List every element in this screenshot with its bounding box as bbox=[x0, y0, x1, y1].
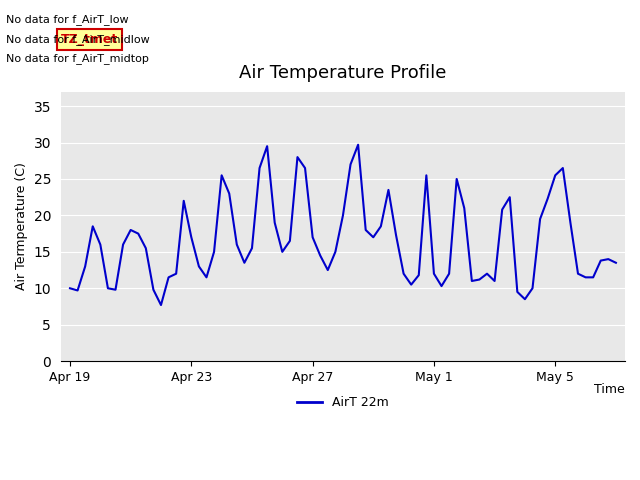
Text: No data for f_AirT_midtop: No data for f_AirT_midtop bbox=[6, 53, 149, 64]
Title: Air Temperature Profile: Air Temperature Profile bbox=[239, 64, 447, 82]
Text: No data for f_AirT_midlow: No data for f_AirT_midlow bbox=[6, 34, 150, 45]
X-axis label: Time: Time bbox=[595, 383, 625, 396]
Text: No data for f_AirT_low: No data for f_AirT_low bbox=[6, 14, 129, 25]
Text: TZ_tmet: TZ_tmet bbox=[61, 33, 118, 46]
Y-axis label: Air Termperature (C): Air Termperature (C) bbox=[15, 162, 28, 290]
Legend: AirT 22m: AirT 22m bbox=[292, 391, 394, 414]
